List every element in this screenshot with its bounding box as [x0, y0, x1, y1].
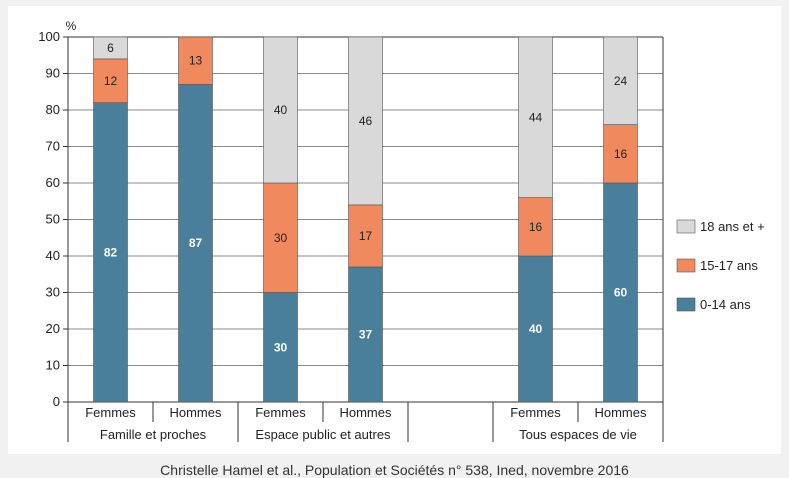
y-tick-label: 10 [46, 358, 60, 373]
bar-segment [603, 124, 638, 184]
data-label: 87 [189, 236, 203, 250]
data-label: 44 [529, 110, 543, 124]
x-group-label: Famille et proches [100, 427, 207, 442]
data-label: 82 [104, 245, 118, 259]
bar-segment [178, 36, 213, 85]
data-label: 30 [274, 340, 288, 354]
bar-segment [518, 36, 553, 198]
x-tick-label: Hommes [594, 405, 647, 420]
data-label: 46 [359, 114, 373, 128]
data-label: 13 [189, 54, 203, 68]
data-label: 60 [614, 286, 628, 300]
legend-swatch [676, 297, 696, 312]
bar-segment [263, 292, 298, 403]
chart-card: 0 10 20 30 40 50 60 70 80 90 100% 82 12 6 87 13 30 30 40 37… [8, 6, 781, 454]
bar-segment [263, 36, 298, 184]
y-tick-label: 100 [38, 29, 60, 44]
bar-segment [518, 197, 553, 257]
y-tick-label: 90 [46, 66, 60, 81]
data-label: 37 [359, 327, 373, 341]
x-tick-label: Femmes [255, 405, 306, 420]
legend-label: 0-14 ans [700, 297, 751, 312]
bar-segment [518, 255, 553, 403]
x-group-label: Espace public et autres [255, 427, 391, 442]
stacked-bar-chart: 0 10 20 30 40 50 60 70 80 90 100% 82 12 6 87 13 30 30 40 37… [38, 19, 765, 442]
bar-segment [348, 266, 383, 403]
y-tick-label: 60 [46, 175, 60, 190]
y-tick-label: 30 [46, 285, 60, 300]
x-tick-label: Femmes [85, 405, 136, 420]
data-label: 12 [104, 74, 118, 88]
data-label: 17 [359, 229, 373, 243]
y-tick-label: 40 [46, 248, 60, 263]
bar-segment [603, 182, 638, 403]
x-tick-label: Hommes [169, 405, 222, 420]
bar-segment [263, 182, 298, 293]
source-caption: Christelle Hamel et al., Population et S… [160, 462, 629, 478]
data-label: 16 [614, 147, 628, 161]
bar-segment [348, 204, 383, 268]
legend-label: 18 ans et + [700, 219, 765, 234]
y-unit-label: % [66, 19, 77, 33]
y-tick-label: 20 [46, 321, 60, 336]
legend-label: 15-17 ans [700, 258, 758, 273]
bar-segment [603, 36, 638, 125]
x-tick-label: Hommes [339, 405, 392, 420]
y-tick-label: 50 [46, 212, 60, 227]
y-tick-label: 0 [53, 394, 60, 409]
data-label: 40 [529, 322, 543, 336]
x-tick-label: Femmes [510, 405, 561, 420]
legend-swatch [676, 219, 696, 234]
bar-segment [93, 58, 128, 104]
y-tick-label: 70 [46, 139, 60, 154]
data-label: 24 [614, 74, 628, 88]
data-label: 6 [107, 41, 114, 55]
legend-swatch [676, 258, 696, 273]
data-label: 30 [274, 231, 288, 245]
x-group-label: Tous espaces de vie [519, 427, 637, 442]
bar-segment [348, 36, 383, 206]
data-label: 16 [529, 220, 543, 234]
data-label: 40 [274, 103, 288, 117]
y-tick-label: 80 [46, 102, 60, 117]
bar-segment [93, 36, 128, 60]
bar-segment [178, 84, 213, 403]
